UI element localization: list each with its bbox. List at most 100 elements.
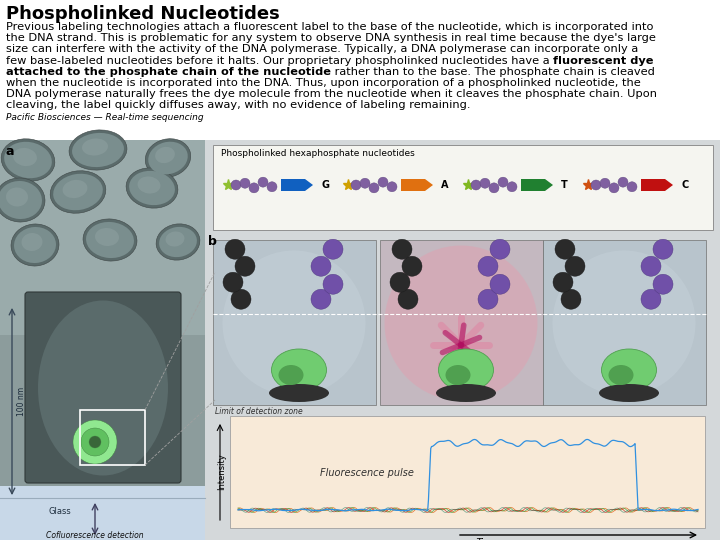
Text: the DNA strand. This is problematic for any system to observe DNA synthesis in r: the DNA strand. This is problematic for …	[6, 33, 656, 43]
Text: Pacific Biosciences — Real-time sequencing: Pacific Biosciences — Real-time sequenci…	[6, 113, 204, 122]
Circle shape	[89, 436, 101, 448]
Text: Time: Time	[476, 538, 498, 540]
Ellipse shape	[552, 251, 696, 395]
Bar	[543, 240, 706, 405]
Text: cleaving, the label quickly diffuses away, with no evidence of labeling remainin: cleaving, the label quickly diffuses awa…	[6, 100, 470, 110]
Ellipse shape	[22, 233, 42, 251]
FancyBboxPatch shape	[213, 145, 713, 230]
Ellipse shape	[608, 365, 634, 385]
Bar	[380, 240, 543, 405]
Text: Cofluorescence detection: Cofluorescence detection	[46, 531, 144, 540]
Circle shape	[258, 177, 268, 187]
FancyArrow shape	[521, 179, 553, 191]
Text: Phospholinked hexaphosphate nucleotides: Phospholinked hexaphosphate nucleotides	[221, 149, 415, 158]
Circle shape	[378, 177, 388, 187]
Circle shape	[249, 183, 259, 193]
Text: few base-labeled nucleotides before it halts. Our proprietary phospholinked nucl: few base-labeled nucleotides before it h…	[6, 56, 553, 65]
Bar	[0, 140, 720, 540]
Circle shape	[231, 180, 241, 190]
Ellipse shape	[0, 178, 45, 222]
Circle shape	[360, 178, 370, 188]
Circle shape	[402, 256, 422, 276]
Bar	[0, 140, 205, 540]
Circle shape	[498, 177, 508, 187]
Ellipse shape	[0, 181, 42, 219]
Ellipse shape	[599, 384, 659, 402]
Circle shape	[591, 180, 601, 190]
Text: T: T	[561, 180, 568, 190]
Circle shape	[600, 178, 610, 188]
Circle shape	[489, 183, 499, 193]
Text: G: G	[321, 180, 329, 190]
Circle shape	[627, 182, 637, 192]
Circle shape	[641, 256, 661, 276]
Circle shape	[311, 256, 331, 276]
Circle shape	[480, 178, 490, 188]
Bar	[230, 416, 705, 528]
Circle shape	[641, 289, 661, 309]
Ellipse shape	[129, 171, 175, 205]
Ellipse shape	[126, 168, 178, 208]
Circle shape	[553, 272, 573, 292]
Circle shape	[490, 239, 510, 259]
Circle shape	[478, 256, 498, 276]
Text: rather than to the base. The phosphate chain is cleaved: rather than to the base. The phosphate c…	[331, 67, 655, 77]
Ellipse shape	[13, 148, 37, 166]
Ellipse shape	[82, 138, 108, 156]
Ellipse shape	[271, 349, 326, 391]
Ellipse shape	[145, 139, 191, 177]
Ellipse shape	[83, 219, 137, 261]
FancyArrow shape	[401, 179, 433, 191]
Text: Previous labeling technologies attach a fluorescent label to the base of the nuc: Previous labeling technologies attach a …	[6, 22, 654, 32]
Circle shape	[653, 274, 673, 294]
Ellipse shape	[222, 251, 366, 395]
Ellipse shape	[155, 147, 175, 163]
Circle shape	[490, 274, 510, 294]
Circle shape	[240, 178, 250, 188]
Text: when the nucleotide is incorporated into the DNA. Thus, upon incorporation of a : when the nucleotide is incorporated into…	[6, 78, 641, 88]
Circle shape	[618, 177, 628, 187]
Circle shape	[609, 183, 619, 193]
Circle shape	[565, 256, 585, 276]
Text: few base-labeled nucleotides before it halts. Our proprietary phospholinked nucl: few base-labeled nucleotides before it h…	[6, 56, 553, 65]
Circle shape	[507, 182, 517, 192]
Text: a: a	[6, 145, 14, 158]
Ellipse shape	[601, 349, 657, 391]
Circle shape	[478, 289, 498, 309]
Text: Limit of detection zone: Limit of detection zone	[215, 407, 302, 416]
Bar	[205, 140, 720, 540]
Ellipse shape	[279, 365, 304, 385]
Circle shape	[561, 289, 581, 309]
Ellipse shape	[14, 227, 56, 263]
Text: attached to the phosphate chain of the nucleotide: attached to the phosphate chain of the n…	[6, 67, 331, 77]
Ellipse shape	[166, 232, 184, 247]
Ellipse shape	[446, 365, 470, 385]
Circle shape	[398, 289, 418, 309]
Ellipse shape	[438, 349, 493, 391]
Bar	[213, 240, 376, 405]
Text: 100 nm: 100 nm	[17, 387, 26, 416]
Circle shape	[387, 182, 397, 192]
Circle shape	[81, 428, 109, 456]
Circle shape	[351, 180, 361, 190]
Text: C: C	[681, 180, 688, 190]
Ellipse shape	[50, 171, 106, 213]
Ellipse shape	[4, 142, 52, 178]
Circle shape	[390, 272, 410, 292]
FancyArrow shape	[281, 179, 313, 191]
Text: b: b	[208, 235, 217, 248]
Ellipse shape	[1, 139, 55, 181]
Circle shape	[311, 289, 331, 309]
Circle shape	[73, 420, 117, 464]
Ellipse shape	[384, 246, 538, 401]
Ellipse shape	[159, 227, 197, 257]
Ellipse shape	[69, 130, 127, 170]
Text: Intensity: Intensity	[217, 454, 226, 490]
Circle shape	[223, 272, 243, 292]
Ellipse shape	[38, 300, 168, 476]
Ellipse shape	[86, 222, 134, 258]
Text: Fluorescence pulse: Fluorescence pulse	[320, 468, 414, 478]
FancyArrow shape	[641, 179, 673, 191]
Ellipse shape	[148, 141, 188, 174]
Circle shape	[225, 239, 245, 259]
